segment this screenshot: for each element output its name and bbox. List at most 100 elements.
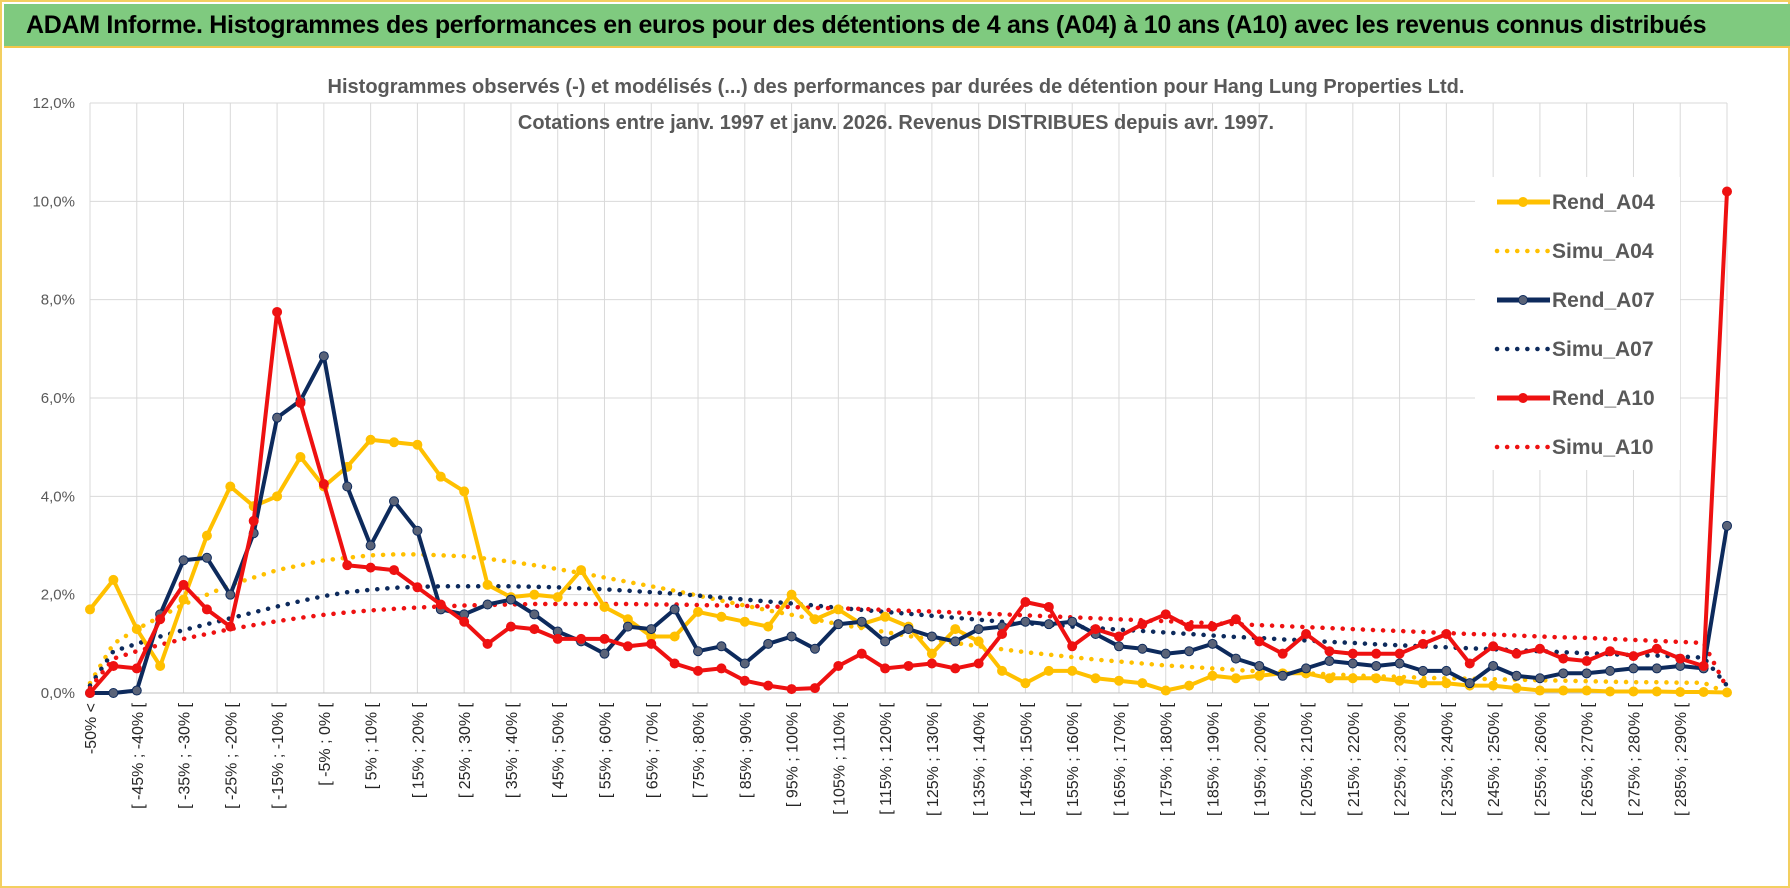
x-tick-label: [ -15% ; -10% [ xyxy=(270,702,287,808)
x-tick-label: [ 135% ; 140% [ xyxy=(972,702,989,816)
data-point-rend-a10 xyxy=(1160,609,1171,620)
data-point-rend-a10 xyxy=(1043,601,1054,612)
data-point-rend-a04 xyxy=(225,481,236,492)
data-point-rend-a10 xyxy=(1581,656,1592,667)
data-point-rend-a07 xyxy=(1230,653,1241,664)
data-point-rend-a04 xyxy=(763,621,774,632)
data-point-rend-a04 xyxy=(1441,678,1452,689)
data-point-rend-a10 xyxy=(272,306,283,317)
series-group xyxy=(85,186,1732,698)
data-point-rend-a07 xyxy=(646,624,657,635)
x-tick-label: [ -25% ; -20% [ xyxy=(223,702,240,808)
data-point-rend-a04 xyxy=(1417,678,1428,689)
data-point-rend-a04 xyxy=(201,530,212,541)
data-point-rend-a07 xyxy=(1605,665,1616,676)
data-point-rend-a07 xyxy=(833,619,844,630)
data-point-rend-a04 xyxy=(716,611,727,622)
data-point-rend-a04 xyxy=(1394,675,1405,686)
data-point-rend-a10 xyxy=(505,621,516,632)
data-point-rend-a10 xyxy=(786,684,797,695)
data-point-rend-a10 xyxy=(178,579,189,590)
data-point-rend-a07 xyxy=(272,412,283,423)
data-point-rend-a04 xyxy=(1254,670,1265,681)
x-tick-label: [ 25% ; 30% [ xyxy=(457,702,474,798)
data-point-rend-a10 xyxy=(1417,638,1428,649)
data-point-rend-a10 xyxy=(529,624,540,635)
x-tick-label: [ 255% ; 260% [ xyxy=(1533,702,1550,816)
x-tick-label: [ 85% ; 90% [ xyxy=(738,702,755,798)
x-tick-label: [ 285% ; 290% [ xyxy=(1673,702,1690,816)
x-tick-label: [ 265% ; 270% [ xyxy=(1580,702,1597,816)
x-tick-label: [ 55% ; 60% [ xyxy=(597,702,614,798)
data-point-rend-a04 xyxy=(435,471,446,482)
data-point-rend-a07 xyxy=(342,481,353,492)
x-tick-label: [ 155% ; 160% [ xyxy=(1065,702,1082,816)
data-point-rend-a10 xyxy=(108,660,119,671)
data-point-rend-a10 xyxy=(459,616,470,627)
x-tick-label: [ 45% ; 50% [ xyxy=(551,702,568,798)
data-point-rend-a04 xyxy=(1488,680,1499,691)
x-axis: -50% < [ -45% ; -40% [[ -35% ; -30% [[ -2… xyxy=(83,702,1690,816)
x-tick-label: [ 215% ; 220% [ xyxy=(1346,702,1363,816)
x-tick-label: [ -5% ; 0% [ xyxy=(317,702,334,785)
data-point-rend-a04 xyxy=(529,589,540,600)
data-point-rend-a07 xyxy=(1043,619,1054,630)
data-point-rend-a07 xyxy=(1651,663,1662,674)
data-point-rend-a10 xyxy=(763,680,774,691)
data-point-rend-a04 xyxy=(295,452,306,462)
data-point-rend-a10 xyxy=(1534,643,1545,654)
data-point-rend-a10 xyxy=(435,599,446,610)
data-point-rend-a07 xyxy=(786,631,797,642)
y-tick-label: 4,0% xyxy=(41,488,75,505)
x-tick-label: [ 35% ; 40% [ xyxy=(504,702,521,798)
data-point-rend-a10 xyxy=(1441,629,1452,639)
y-tick-label: 8,0% xyxy=(41,292,75,309)
data-point-rend-a10 xyxy=(1301,629,1312,639)
grid xyxy=(89,102,1728,694)
x-tick-label: [ 125% ; 130% [ xyxy=(925,702,942,816)
data-point-rend-a10 xyxy=(1651,643,1662,654)
data-point-rend-a04 xyxy=(997,665,1008,676)
data-point-rend-a10 xyxy=(880,663,891,674)
data-point-rend-a04 xyxy=(1020,678,1031,689)
data-point-rend-a07 xyxy=(1207,638,1218,649)
y-tick-label: 12,0% xyxy=(32,95,75,112)
data-point-rend-a10 xyxy=(1020,597,1031,608)
data-point-rend-a07 xyxy=(1511,670,1522,681)
data-point-rend-a07 xyxy=(108,688,119,698)
data-point-rend-a10 xyxy=(1230,614,1241,625)
data-point-rend-a07 xyxy=(1347,658,1358,669)
data-point-rend-a04 xyxy=(1581,685,1592,696)
report-banner: ADAM Informe. Histogrammes des performan… xyxy=(4,4,1790,48)
data-point-rend-a10 xyxy=(646,638,657,649)
data-point-rend-a04 xyxy=(669,631,680,642)
data-point-rend-a10 xyxy=(973,658,984,669)
data-point-rend-a10 xyxy=(1067,641,1078,652)
data-point-rend-a04 xyxy=(1184,680,1195,691)
data-point-rend-a10 xyxy=(1511,648,1522,659)
y-tick-label: 0,0% xyxy=(41,685,75,702)
x-tick-label: [ -45% ; -40% [ xyxy=(130,702,147,808)
data-point-rend-a10 xyxy=(1113,631,1124,642)
data-point-rend-a04 xyxy=(482,579,493,590)
legend-label-rend-a04: Rend_A04 xyxy=(1552,191,1655,214)
x-tick-label: [ 145% ; 150% [ xyxy=(1018,702,1035,816)
data-point-rend-a07 xyxy=(412,525,423,536)
data-point-rend-a04 xyxy=(1113,675,1124,686)
data-point-rend-a04 xyxy=(1698,687,1709,698)
data-point-rend-a10 xyxy=(318,479,329,490)
data-point-rend-a07 xyxy=(201,552,212,563)
legend-label-simu-a04: Simu_A04 xyxy=(1552,240,1654,263)
data-point-rend-a10 xyxy=(669,658,680,669)
data-point-rend-a07 xyxy=(809,643,820,654)
data-point-rend-a07 xyxy=(505,594,516,605)
data-point-rend-a04 xyxy=(786,589,797,600)
x-tick-label: [ 185% ; 190% [ xyxy=(1206,702,1223,816)
x-tick-label: [ 15% ; 20% [ xyxy=(410,702,427,798)
x-tick-label: [ -35% ; -30% [ xyxy=(177,702,194,808)
y-tick-label: 6,0% xyxy=(41,390,75,407)
data-point-rend-a10 xyxy=(155,614,166,625)
data-point-rend-a07 xyxy=(1324,656,1335,667)
data-point-rend-a04 xyxy=(131,624,142,635)
data-point-rend-a07 xyxy=(1628,663,1639,674)
